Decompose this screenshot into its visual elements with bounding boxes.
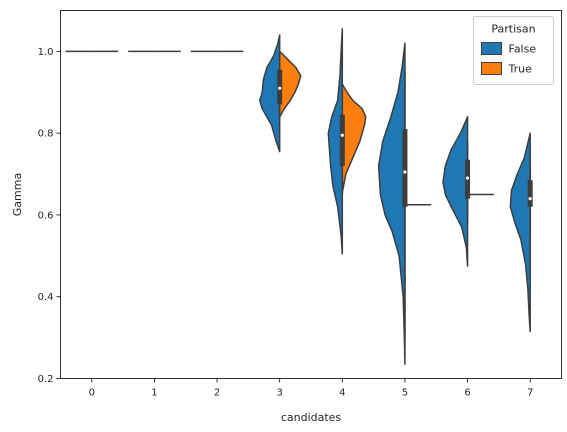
x-axis-label: candidates bbox=[281, 411, 342, 424]
violin-true-cat-4 bbox=[341, 83, 367, 194]
plot-area bbox=[65, 28, 533, 365]
y-tick-label-0.2: 0.2 bbox=[38, 374, 54, 385]
x-tick-label-6: 6 bbox=[464, 388, 470, 399]
median-cat-7 bbox=[528, 196, 532, 201]
y-axis: 0.2 0.4 0.6 0.8 1.0 bbox=[38, 47, 61, 385]
x-tick-label-2: 2 bbox=[214, 388, 220, 399]
legend-swatch-true bbox=[481, 62, 502, 75]
violin-false-cat-3 bbox=[259, 34, 281, 153]
median-cat-4 bbox=[340, 133, 344, 137]
y-tick-label-0.8: 0.8 bbox=[38, 129, 54, 140]
axes-frame bbox=[60, 10, 562, 379]
x-tick-label-0: 0 bbox=[89, 388, 95, 399]
violin-false-cat-4 bbox=[327, 28, 344, 255]
x-tick-label-5: 5 bbox=[402, 388, 408, 399]
violin-false-cat-7 bbox=[509, 132, 531, 333]
legend-title: Partisan bbox=[491, 23, 535, 36]
median-cat-5 bbox=[403, 170, 407, 174]
x-tick-label-1: 1 bbox=[151, 388, 157, 399]
legend-items: False True bbox=[481, 42, 537, 76]
x-tick-label-3: 3 bbox=[277, 388, 283, 399]
median-cat-3 bbox=[278, 86, 282, 90]
x-tick-label-4: 4 bbox=[339, 388, 345, 399]
x-tick-label-7: 7 bbox=[527, 388, 533, 399]
iqr-box-cat-5 bbox=[402, 129, 408, 207]
violin-false-cat-5 bbox=[377, 42, 406, 365]
y-tick-label-1.0: 1.0 bbox=[38, 47, 54, 58]
legend-swatch-false bbox=[481, 42, 502, 55]
iqr-box-cat-7 bbox=[527, 180, 533, 207]
legend: Partisan False True bbox=[473, 16, 554, 85]
legend-label-true: True bbox=[508, 63, 533, 76]
violin-false-cat-6 bbox=[442, 116, 469, 267]
y-axis-label: Gamma bbox=[11, 173, 24, 216]
y-tick-label-0.6: 0.6 bbox=[38, 210, 54, 221]
violin-true-cat-3 bbox=[278, 50, 302, 118]
median-cat-6 bbox=[465, 176, 470, 180]
y-tick-label-0.4: 0.4 bbox=[38, 292, 54, 303]
x-axis: 0 1 2 3 4 5 6 7 bbox=[89, 378, 533, 399]
iqr-box-cat-4 bbox=[339, 114, 345, 166]
legend-label-false: False bbox=[509, 43, 537, 56]
